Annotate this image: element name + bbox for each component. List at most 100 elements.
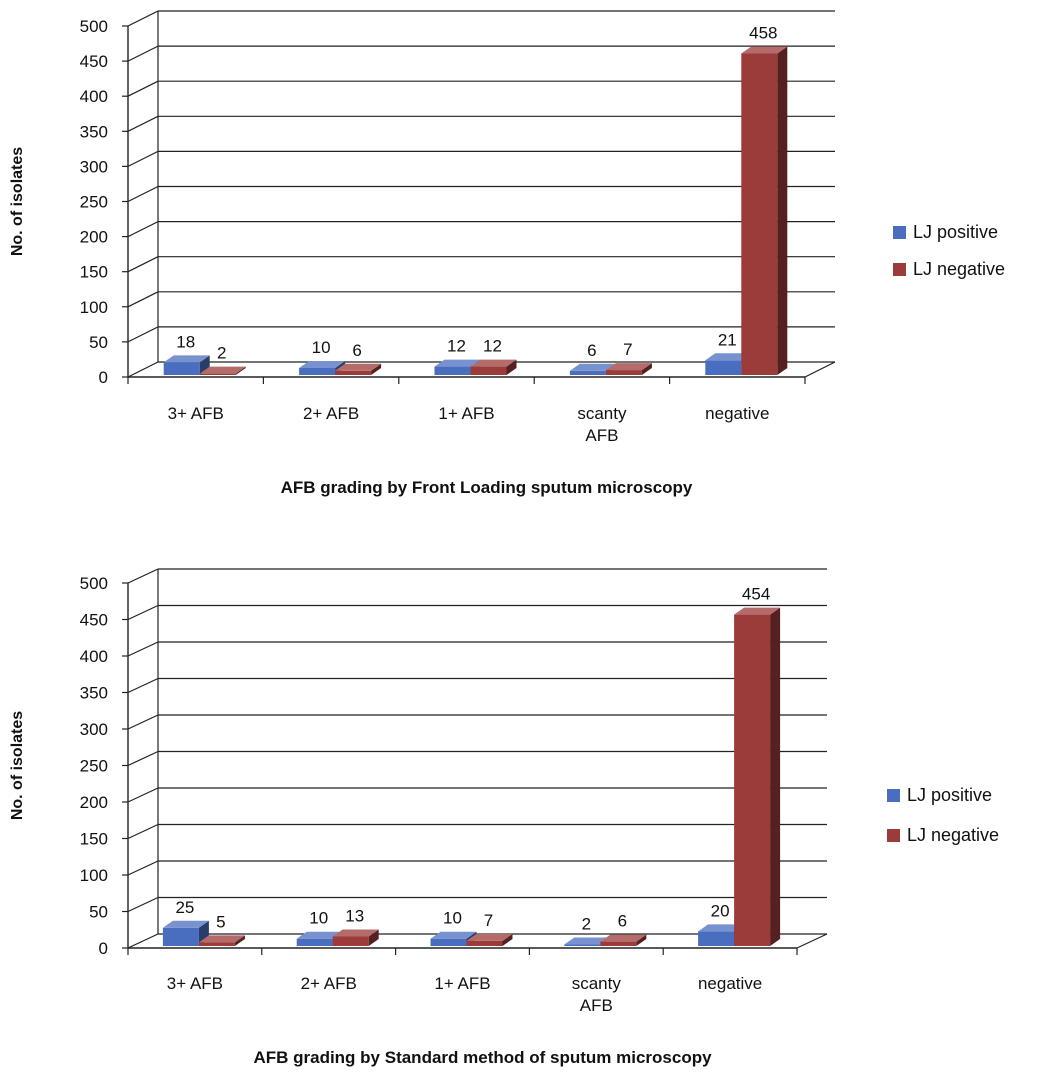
data-label: 458 [749,23,777,42]
grid-connector [127,221,159,238]
bar-lj-negative [466,933,513,946]
data-label: 5 [216,912,225,931]
grid-connector [127,750,159,767]
bar-lj-positive [163,355,210,375]
bar-front [335,370,372,375]
bar-side [199,355,210,375]
legend-label: LJ negative [907,825,999,845]
x-tick-label: scanty [572,974,622,993]
bar-top [741,46,788,54]
grid-connector [127,361,159,378]
legend-label: LJ negative [913,259,1005,279]
legend-swatch [887,829,900,842]
data-label: 13 [345,907,364,926]
grid-connector [127,787,159,803]
bar-top [332,929,379,937]
bar-top [734,607,781,615]
bar-front [470,366,507,375]
bar-front [605,370,642,375]
bar-top [296,931,343,939]
data-label: 2 [582,915,591,934]
y-tick-label: 200 [80,228,108,247]
bar-front [199,373,236,375]
bar-top [335,363,382,371]
bar-lj-negative [470,359,517,375]
data-label: 7 [623,340,632,359]
y-tick-label: 300 [80,157,108,176]
bar-front [162,927,199,946]
y-axis-label: No. of isolates [9,711,26,820]
bar-top [600,934,647,942]
data-label: 6 [618,912,627,931]
y-tick-label: 250 [80,193,108,212]
bar-front [698,931,735,946]
data-label: 25 [175,898,194,917]
legend-swatch [893,226,906,239]
y-tick-label: 50 [89,333,108,352]
bar-side [777,46,788,375]
x-tick-label: AFB [580,996,613,1015]
y-tick-label: 150 [80,263,108,282]
y-axis-label: No. of isolates [9,147,26,256]
bar-top [198,935,245,943]
floor-edge [804,361,836,378]
bar-side [770,607,781,946]
grid-connector [127,10,159,27]
bar-top [470,359,517,367]
grid-connector [127,823,159,840]
legend-swatch [887,789,900,802]
y-tick-label: 400 [80,647,108,666]
legend-item: LJ negative [887,825,999,845]
grid-connector [127,256,159,273]
grid-connector [127,641,159,657]
bar-top [705,353,752,361]
bar-front [198,942,235,946]
x-tick-label: AFB [585,426,618,445]
y-tick-label: 100 [80,298,108,317]
bar-front [705,360,742,375]
bar-top [698,924,745,932]
data-label: 10 [309,909,328,928]
bar-lj-negative [335,363,382,375]
grid-connector [127,568,159,584]
y-tick-label: 350 [80,122,108,141]
bar-top [466,933,513,941]
x-tick-label: 1+ AFB [438,404,494,423]
grid-connector [127,326,159,343]
grid-connector [127,80,159,97]
bar-top [430,931,477,939]
bar-top [199,366,246,374]
x-tick-label: 3+ AFB [168,404,224,423]
y-tick-label: 150 [80,830,108,849]
bar-front [299,367,336,375]
y-tick-label: 50 [89,903,108,922]
legend-item: LJ positive [893,222,998,242]
y-tick-label: 250 [80,757,108,776]
y-tick-label: 350 [80,684,108,703]
data-label: 2 [217,344,226,363]
grid-connector [127,185,159,203]
bar-front [734,614,771,946]
legend-item: LJ positive [887,785,992,805]
grid-connector [127,115,159,132]
grid-connector [127,291,159,308]
bar-top [564,937,611,945]
data-label: 12 [483,337,502,356]
bar-lj-negative [600,934,647,946]
bar-side [234,935,245,946]
data-label: 10 [312,338,331,357]
floor-edge [796,933,828,949]
bar-top [162,920,209,928]
bar-side [502,933,513,946]
grid-connector [127,45,159,62]
x-tick-label: 3+ AFB [167,974,223,993]
bar-front [741,53,778,375]
bar-top [569,363,616,371]
grid-connector [127,714,159,730]
chart-title: AFB grading by Standard method of sputum… [253,1048,712,1067]
bar-front [564,944,601,946]
bar-lj-positive [162,920,209,946]
x-tick-label: negative [705,404,769,423]
bar-top [163,355,210,363]
